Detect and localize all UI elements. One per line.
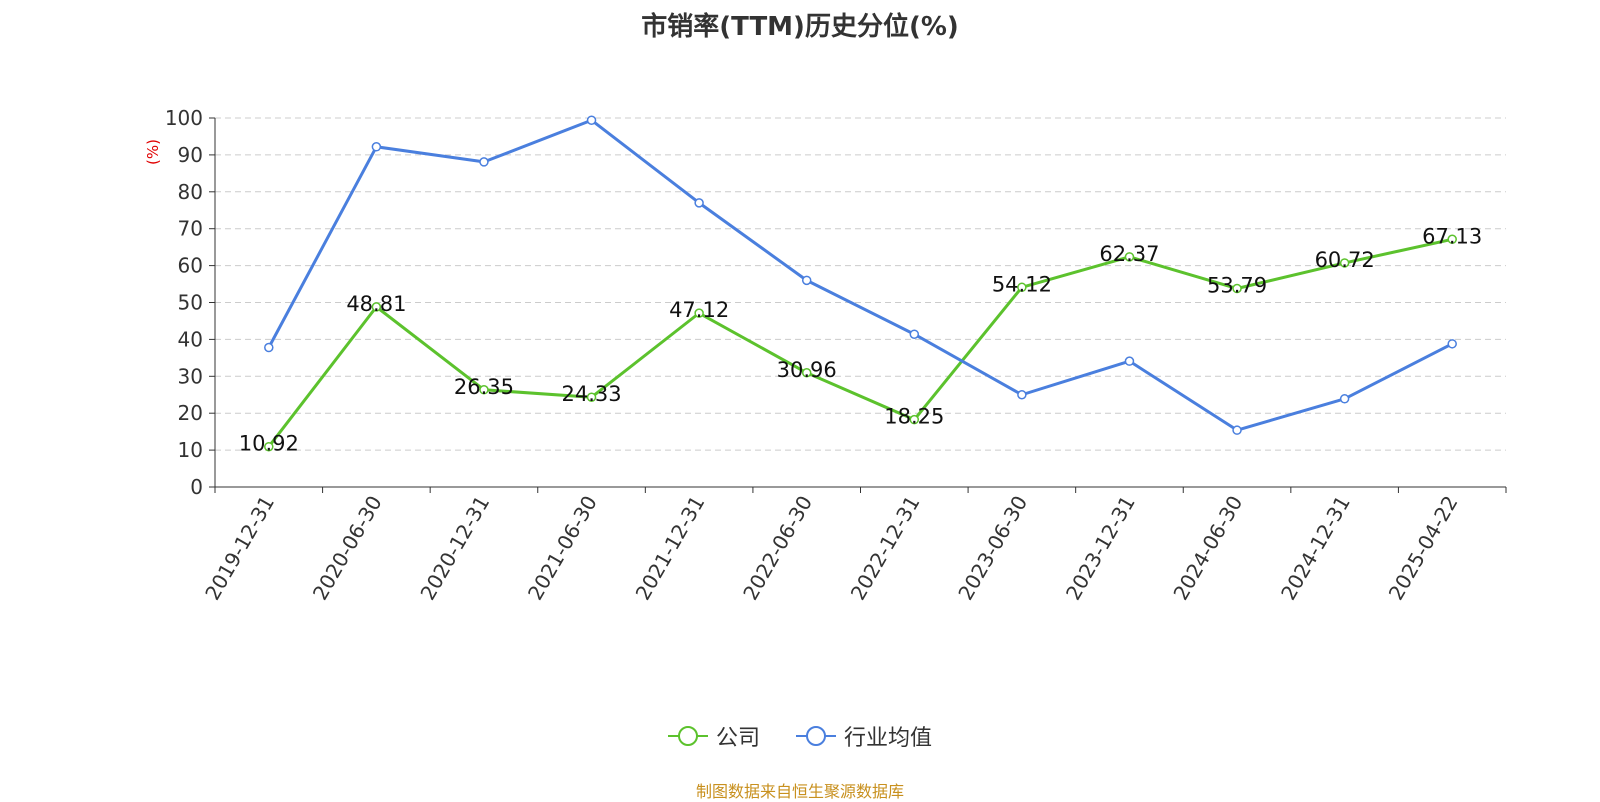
series-0-point — [909, 414, 920, 425]
data-label: 53.79 — [1207, 274, 1267, 298]
series-1-point — [1124, 356, 1135, 366]
y-tick-label: 60 — [178, 254, 203, 278]
series-1-point — [586, 115, 597, 125]
legend-item-industry-average[interactable]: 行业均值 — [796, 720, 932, 752]
legend-company-icon — [667, 726, 708, 746]
legend-label-company: 公司 — [715, 726, 760, 751]
y-tick-label: 70 — [178, 217, 203, 241]
data-label: 18.25 — [884, 405, 944, 429]
series-0-point — [479, 385, 489, 395]
series-0-point — [1339, 258, 1350, 268]
series-1-point — [1447, 339, 1457, 349]
x-tick-label: 2023-06-30 — [953, 492, 1032, 605]
data-label: 30.96 — [777, 358, 837, 382]
data-label: 54.12 — [992, 272, 1052, 296]
data-label: 48.81 — [346, 292, 406, 316]
x-tick-label: 2019-12-31 — [200, 492, 279, 605]
legend-item-company[interactable]: 公司 — [667, 720, 760, 752]
series-0-point — [264, 441, 274, 452]
data-label: 47.12 — [669, 298, 729, 322]
axes: 0 10 20 30 40 50 60 70 80 90 100(%) 2019-12-31 2020-… — [144, 106, 1507, 605]
data-label: 60.72 — [1315, 248, 1375, 272]
y-tick-label: 100 — [165, 106, 203, 130]
data-label: 24.33 — [561, 382, 621, 406]
series-line-0 — [267, 237, 1453, 448]
source-note: 制图数据来自恒生聚源数据库 — [695, 782, 904, 801]
series-1-point — [909, 329, 920, 339]
data-labels: 10.92 48.81 26.35 24.33 47.12 30.96 18.25 54.12… — [239, 224, 1483, 455]
data-label: 67.13 — [1422, 224, 1482, 248]
x-tick-label: 2023-12-31 — [1061, 492, 1140, 605]
x-tick-label: 2025-04-22 — [1384, 492, 1463, 605]
y-tick-label: 40 — [178, 327, 203, 351]
y-tick-label: 10 — [178, 438, 203, 462]
x-tick-label: 2022-06-30 — [738, 492, 817, 605]
series-0-point — [1447, 234, 1457, 245]
data-label: 10.92 — [239, 432, 299, 456]
series-0-point — [1124, 252, 1135, 262]
data-label: 62.37 — [1099, 242, 1159, 266]
y-tick-label: 80 — [178, 180, 203, 204]
data-label: 26.35 — [454, 375, 514, 399]
series-1-point — [479, 157, 489, 167]
y-tick-label: 20 — [178, 401, 203, 425]
series-1-point — [1017, 390, 1027, 400]
series-0-point — [1017, 282, 1027, 293]
series-line-1 — [267, 118, 1453, 432]
y-tick-label: 50 — [178, 291, 203, 315]
grid-lines — [215, 117, 1506, 451]
legend-industry-icon — [796, 726, 836, 746]
legend: 公司 行业均值 — [0, 720, 1600, 752]
series-0-point — [801, 368, 812, 378]
series-0-point — [694, 308, 704, 318]
series-lines — [264, 115, 1457, 452]
series-1-point — [371, 142, 382, 152]
series-1-point — [1232, 425, 1242, 435]
x-tick-label: 2024-12-31 — [1276, 492, 1355, 605]
series-1-point — [694, 198, 704, 208]
series-0-point — [586, 392, 597, 402]
series-0-point — [1232, 283, 1242, 294]
x-tick-label: 2021-06-30 — [523, 492, 602, 605]
y-tick-label: 30 — [178, 364, 203, 388]
series-1-point — [1339, 394, 1350, 404]
series-1-point — [801, 275, 812, 286]
y-tick-label: 0 — [190, 475, 203, 499]
series-1-point — [264, 342, 274, 353]
y-tick-label: 90 — [178, 143, 203, 167]
series-0-point — [371, 302, 382, 312]
x-tick-label: 2020-06-30 — [308, 492, 387, 605]
x-tick-label: 2022-12-31 — [846, 492, 925, 605]
y-axis-label: (%) — [144, 139, 162, 165]
x-tick-label: 2021-12-31 — [631, 492, 710, 605]
x-tick-label: 2020-12-31 — [415, 492, 494, 605]
x-tick-label: 2024-06-30 — [1168, 492, 1247, 605]
legend-label-industry-average: 行业均值 — [844, 726, 933, 751]
chart-title: 市销率(TTM)历史分位(%) — [641, 12, 959, 42]
